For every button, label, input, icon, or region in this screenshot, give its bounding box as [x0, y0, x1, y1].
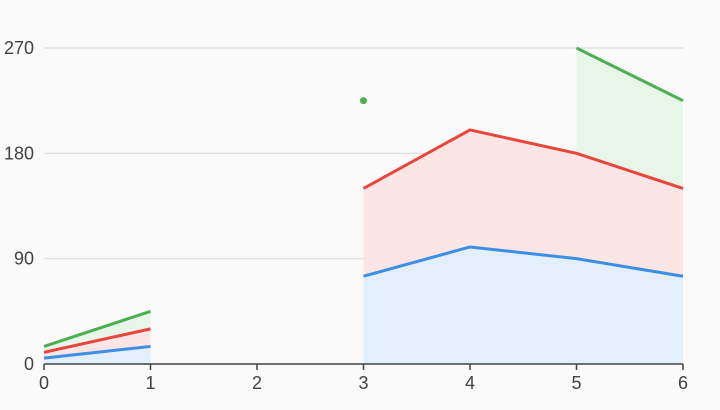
- series-2-area-2: [363, 129, 683, 277]
- y-axis-ticks: 0 90 180 270: [4, 38, 34, 374]
- series-3-line-3: [575, 46, 684, 103]
- series-3-point-3: [360, 97, 367, 105]
- y-tick-label-90: 90: [14, 249, 34, 269]
- x-axis-ticks: 0 1 2 3 4 5 6: [39, 364, 688, 393]
- y-tick-label-180: 180: [4, 143, 34, 163]
- series-lines: [43, 46, 684, 360]
- x-tick-label-2: 2: [252, 373, 262, 393]
- x-tick-label-3: 3: [358, 373, 368, 393]
- x-tick-label-4: 4: [465, 373, 475, 393]
- x-tick-label-5: 5: [571, 373, 581, 393]
- x-tick-label-6: 6: [678, 373, 688, 393]
- series-3-line-1: [43, 309, 151, 348]
- series-3-area-3: [576, 48, 683, 189]
- series-1-line-2: [363, 245, 684, 278]
- y-tick-label-0: 0: [24, 354, 34, 374]
- y-tick-label-270: 270: [4, 38, 34, 58]
- series-2-line-1: [43, 327, 151, 354]
- series-2-line-2: [362, 128, 684, 190]
- x-tick-label-0: 0: [39, 373, 49, 393]
- series-1-line-1: [43, 344, 151, 360]
- series-1-area-2: [363, 246, 683, 364]
- area-fills: [44, 48, 683, 364]
- x-tick-label-1: 1: [145, 373, 155, 393]
